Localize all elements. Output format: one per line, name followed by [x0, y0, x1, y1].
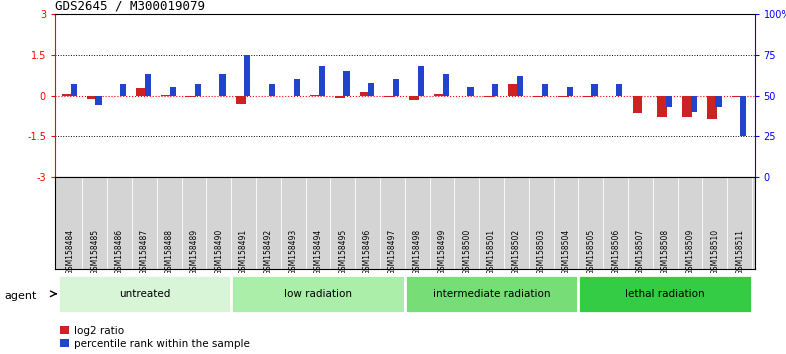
Bar [71, 84, 77, 96]
Bar [468, 87, 474, 96]
Bar [682, 96, 692, 117]
Bar [533, 96, 543, 97]
Bar [715, 96, 722, 107]
Bar [343, 71, 350, 96]
Bar [244, 55, 251, 96]
Bar [294, 79, 300, 96]
Bar [161, 95, 171, 96]
Bar [368, 82, 374, 96]
Bar [558, 96, 568, 97]
Bar [393, 79, 399, 96]
Bar [542, 84, 548, 96]
Bar [578, 275, 752, 313]
Bar [186, 96, 196, 97]
Bar [170, 87, 176, 96]
Bar [195, 84, 200, 96]
Bar [567, 87, 573, 96]
Bar [616, 84, 623, 96]
Text: intermediate radiation: intermediate radiation [433, 289, 550, 299]
Bar [62, 94, 72, 96]
Bar [384, 96, 395, 97]
Bar [666, 96, 672, 107]
Bar [120, 84, 127, 96]
Text: agent: agent [4, 291, 36, 301]
Bar [410, 96, 419, 101]
Bar [236, 96, 245, 104]
Bar [231, 275, 405, 313]
Text: lethal radiation: lethal radiation [626, 289, 705, 299]
Bar [310, 95, 320, 96]
Bar [86, 96, 97, 99]
Bar [732, 96, 742, 97]
Bar [95, 96, 101, 105]
Bar [633, 96, 642, 113]
Bar [335, 96, 345, 98]
Bar [583, 96, 593, 97]
Text: low radiation: low radiation [284, 289, 352, 299]
Bar [657, 96, 667, 117]
Bar [269, 84, 275, 96]
Bar [318, 66, 325, 96]
Bar [517, 76, 523, 96]
Bar [418, 66, 424, 96]
Bar [591, 84, 597, 96]
Bar [360, 92, 369, 96]
Bar [509, 84, 519, 96]
Bar [443, 74, 449, 96]
Bar [691, 96, 697, 112]
Bar [492, 84, 498, 96]
Bar [740, 96, 747, 136]
Text: untreated: untreated [119, 289, 170, 299]
Bar [434, 95, 444, 96]
Bar [219, 74, 226, 96]
Legend: log2 ratio, percentile rank within the sample: log2 ratio, percentile rank within the s… [61, 326, 250, 349]
Text: GDS2645 / M300019079: GDS2645 / M300019079 [55, 0, 205, 13]
Bar [405, 275, 578, 313]
Bar [137, 88, 146, 96]
Bar [57, 275, 231, 313]
Bar [145, 74, 151, 96]
Bar [483, 96, 494, 97]
Bar [707, 96, 717, 119]
